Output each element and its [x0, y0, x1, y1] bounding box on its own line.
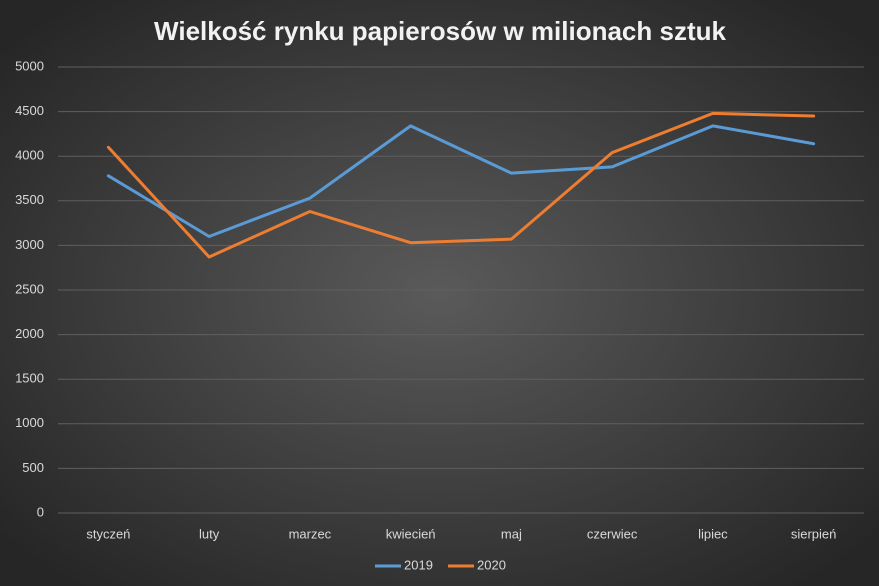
x-tick-label: styczeń — [86, 526, 130, 541]
y-tick-label: 3000 — [15, 237, 44, 252]
x-tick-label: sierpień — [791, 526, 837, 541]
x-tick-label: maj — [501, 526, 522, 541]
y-tick-label: 500 — [22, 460, 44, 475]
series-line — [106, 111, 816, 259]
chart-title: Wielkość rynku papierosów w milionach sz… — [154, 16, 726, 46]
x-tick-label: czerwiec — [587, 526, 638, 541]
y-tick-label: 1000 — [15, 415, 44, 430]
y-tick-label: 2000 — [15, 326, 44, 341]
x-tick-label: marzec — [289, 526, 332, 541]
legend-label: 2020 — [477, 557, 506, 572]
y-tick-label: 2500 — [15, 281, 44, 296]
y-tick-label: 4000 — [15, 148, 44, 163]
y-tick-label: 4500 — [15, 103, 44, 118]
x-tick-label: kwiecień — [386, 526, 436, 541]
series-line — [106, 124, 816, 238]
x-tick-label: lipiec — [698, 526, 728, 541]
y-tick-label: 0 — [37, 504, 44, 519]
legend-label: 2019 — [404, 557, 433, 572]
y-tick-label: 3500 — [15, 192, 44, 207]
y-tick-label: 1500 — [15, 371, 44, 386]
y-tick-label: 5000 — [15, 58, 44, 73]
x-tick-label: luty — [199, 526, 220, 541]
